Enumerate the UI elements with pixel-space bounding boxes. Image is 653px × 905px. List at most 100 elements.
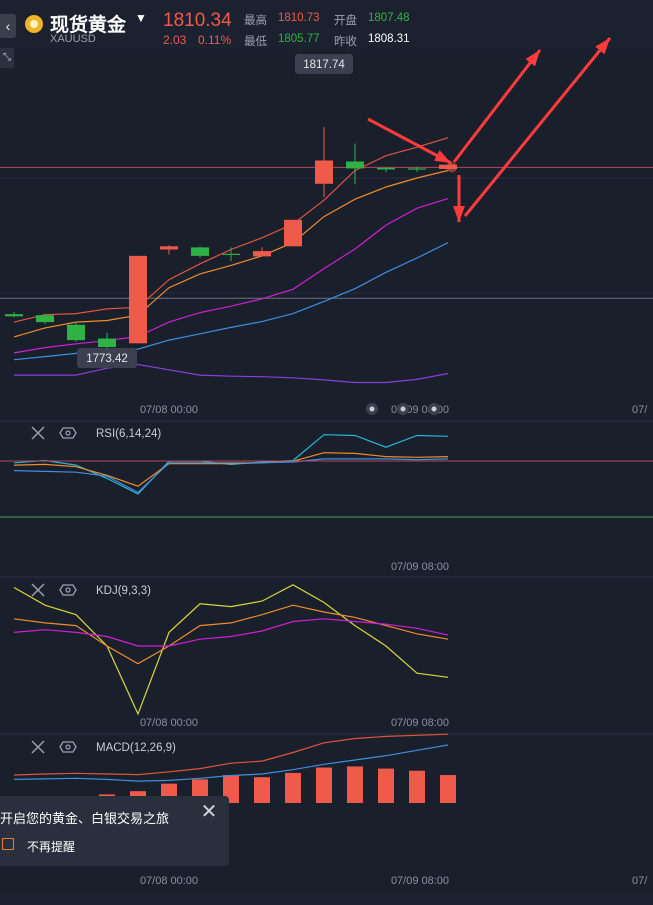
rsi-lines bbox=[13, 434, 449, 495]
instrument-title[interactable]: 现货黄金 bbox=[50, 15, 127, 36]
quote-header: ‹ 现货黄金 ▼ XAUUSD 1810.34 2.03 0.11% 最高 18… bbox=[0, 0, 653, 50]
high-price-annotation: 1817.74 bbox=[303, 59, 345, 71]
candle-body bbox=[160, 246, 178, 250]
ma-series-line bbox=[13, 242, 449, 361]
expand-icon: ⤡ bbox=[3, 52, 11, 63]
macd-bar bbox=[378, 768, 394, 803]
macd-bar bbox=[316, 767, 332, 803]
hexagon-settings-icon[interactable] bbox=[59, 427, 77, 439]
gold-coin-icon bbox=[25, 15, 43, 33]
ma-series-line bbox=[14, 363, 449, 384]
dont-remind-checkbox[interactable] bbox=[2, 838, 14, 850]
kdj-title: KDJ(9,3,3) bbox=[96, 585, 151, 597]
close-icon[interactable] bbox=[31, 740, 45, 754]
low-label: 最低 bbox=[244, 36, 267, 48]
candle-body bbox=[253, 251, 271, 257]
candle-body bbox=[67, 324, 85, 341]
main-reference-lines bbox=[0, 166, 653, 299]
chevron-left-icon: ‹ bbox=[5, 18, 11, 34]
macd-bar bbox=[347, 766, 363, 803]
close-icon[interactable] bbox=[31, 583, 45, 597]
candle-body bbox=[408, 168, 426, 170]
candle-body bbox=[377, 167, 395, 170]
main-grid bbox=[0, 177, 653, 294]
kdj-series-line bbox=[13, 604, 449, 665]
kdj-series-line bbox=[13, 618, 449, 647]
hexagon-settings-icon[interactable] bbox=[59, 741, 77, 753]
x-tick-label: 07/09 08:00 bbox=[391, 561, 449, 573]
candle-body bbox=[98, 338, 116, 348]
pager-dots bbox=[366, 403, 440, 415]
low-price-annotation: 1773.42 bbox=[86, 353, 128, 365]
rsi-title: RSI(6,14,24) bbox=[96, 428, 161, 440]
main-annotations: 1817.74 1773.42 bbox=[77, 54, 353, 368]
dont-remind-label[interactable]: 不再提醒 bbox=[27, 840, 76, 854]
open-label: 开盘 bbox=[334, 15, 357, 27]
x-tick-label: 07/09 08:00 bbox=[391, 404, 449, 416]
dropdown-caret-icon[interactable]: ▼ bbox=[135, 11, 147, 25]
candle-body bbox=[315, 160, 333, 184]
macd-bar bbox=[254, 777, 270, 803]
kdj-series-line bbox=[13, 584, 449, 716]
macd-panel-header: MACD(12,26,9) bbox=[31, 740, 176, 754]
main-x-axis: 07/08 00:00 07/09 08:00 07/ bbox=[140, 404, 648, 416]
candle-body bbox=[439, 164, 457, 169]
high-value: 1810.73 bbox=[278, 12, 320, 24]
rsi-series-line bbox=[13, 452, 449, 487]
macd-series-line bbox=[13, 733, 449, 776]
expand-button[interactable]: ⤡ bbox=[0, 48, 14, 68]
rsi-series-line bbox=[13, 434, 449, 495]
x-tick-label: 07/09 08:00 bbox=[391, 717, 449, 729]
candle-body bbox=[191, 247, 209, 256]
high-price-tag: 1817.74 bbox=[295, 54, 353, 74]
prev-close-label: 昨收 bbox=[334, 36, 357, 48]
hexagon-settings-icon[interactable] bbox=[59, 584, 77, 596]
x-tick-label: 07/08 00:00 bbox=[140, 717, 198, 729]
candle-body bbox=[36, 315, 54, 323]
macd-bar bbox=[285, 772, 301, 803]
macd-series-line bbox=[13, 744, 449, 782]
price-change-percent: 0.11% bbox=[198, 33, 232, 47]
arrow-line bbox=[452, 49, 542, 163]
pager-dot[interactable] bbox=[428, 403, 440, 415]
candle-body bbox=[129, 255, 147, 344]
kdj-lines bbox=[13, 584, 449, 716]
arrow-line bbox=[463, 37, 612, 217]
rsi-panel-header: RSI(6,14,24) bbox=[31, 426, 161, 440]
bottom-toolbar bbox=[0, 893, 653, 905]
last-price: 1810.34 bbox=[163, 10, 232, 31]
back-button[interactable]: ‹ bbox=[0, 14, 16, 38]
pager-dot[interactable] bbox=[397, 403, 409, 415]
candle-body bbox=[222, 253, 240, 255]
drawn-arrows bbox=[367, 37, 612, 222]
instrument-symbol: XAUUSD bbox=[50, 33, 96, 45]
prev-close-value: 1808.31 bbox=[368, 33, 410, 45]
arrow-head bbox=[525, 50, 540, 67]
arrow-head bbox=[434, 150, 451, 163]
ma-series-line bbox=[13, 169, 449, 338]
macd-bar bbox=[440, 775, 456, 803]
ma-series-line bbox=[13, 137, 449, 323]
macd-title: MACD(12,26,9) bbox=[96, 742, 176, 754]
x-tick-label: 07/09 08:00 bbox=[391, 875, 449, 887]
close-icon[interactable]: ✕ bbox=[200, 801, 218, 823]
macd-bar bbox=[409, 770, 425, 803]
arrow-line bbox=[367, 117, 452, 165]
main-candles bbox=[5, 127, 457, 352]
arrow-head bbox=[453, 206, 465, 222]
main-moving-averages bbox=[13, 137, 449, 384]
open-value: 1807.48 bbox=[368, 12, 410, 24]
candle-body bbox=[346, 161, 364, 169]
x-tick-label: 07/ bbox=[632, 875, 648, 887]
x-tick-label: 07/08 00:00 bbox=[140, 404, 198, 416]
candle-body bbox=[5, 314, 23, 317]
close-icon[interactable] bbox=[31, 426, 45, 440]
x-tick-label: 07/08 00:00 bbox=[140, 875, 198, 887]
macd-lines bbox=[13, 733, 449, 782]
pager-dot[interactable] bbox=[366, 403, 378, 415]
high-label: 最高 bbox=[244, 15, 267, 27]
last-price-glow bbox=[447, 162, 457, 173]
ma-series-line bbox=[13, 198, 449, 354]
x-tick-label: 07/ bbox=[632, 404, 648, 416]
